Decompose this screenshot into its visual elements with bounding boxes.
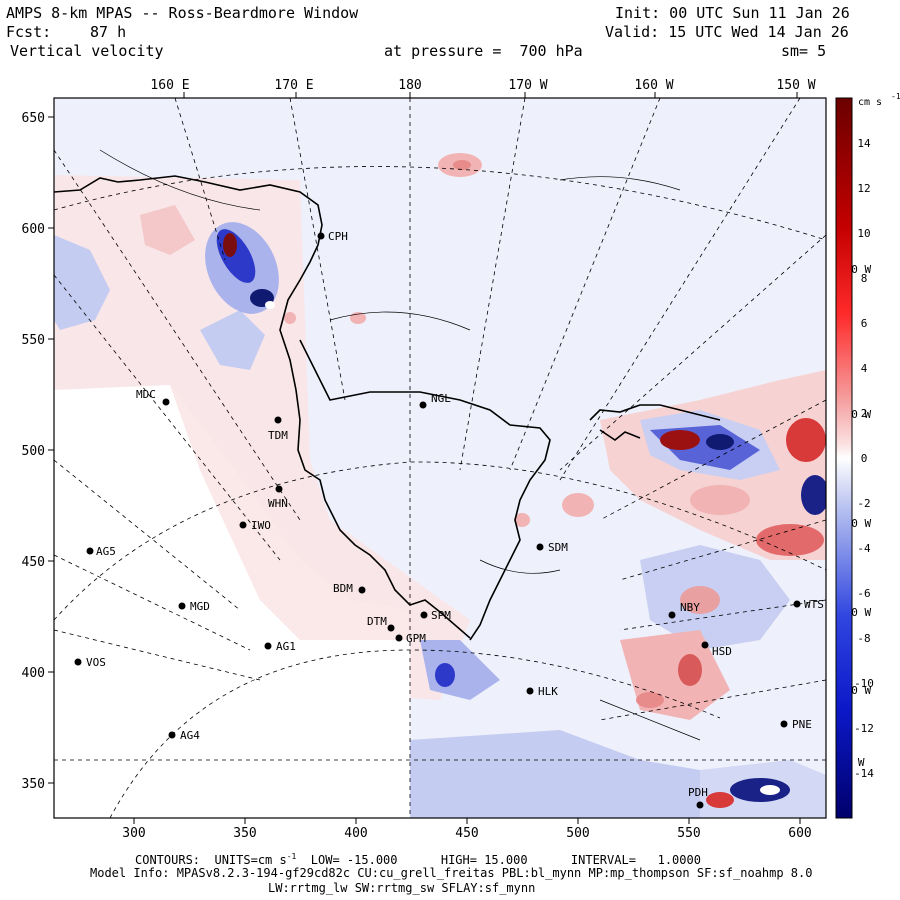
- station-label: TDM: [268, 429, 288, 442]
- pressure-level: at pressure = 700 hPa: [384, 42, 583, 60]
- contour-info: CONTOURS: UNITS=cm s-1 LOW= -15.000 HIGH…: [135, 850, 701, 867]
- contour-units: CONTOURS: UNITS=cm s: [135, 853, 287, 867]
- station-label: NGL: [431, 392, 451, 405]
- y-tick-550: 550: [22, 333, 45, 348]
- plot-title: AMPS 8-km MPAS -- Ross-Beardmore Window: [6, 4, 359, 22]
- x-tick-350: 350: [233, 826, 256, 841]
- y-tick-600: 600: [22, 222, 45, 237]
- coastline: [54, 175, 721, 641]
- station-label: SPM: [431, 609, 451, 622]
- colorbar-tick: -14: [854, 767, 874, 780]
- colorbar-tick: 0: [861, 452, 868, 465]
- y-tick-450: 450: [22, 555, 45, 570]
- x-tick-400: 400: [344, 826, 367, 841]
- station-label: WTS: [804, 598, 824, 611]
- station-label: HLK: [538, 685, 558, 698]
- colorbar-unit-exponent: -1: [891, 92, 900, 101]
- colorbar-tick: 4: [861, 362, 868, 375]
- station-label: PDH: [688, 786, 708, 799]
- colorbar-tick: -4: [857, 542, 871, 555]
- y-tick-650: 650: [22, 111, 45, 126]
- colorbar-tick: 10: [857, 227, 870, 240]
- station-label: NBY: [680, 601, 700, 614]
- model-info: Model Info: MPASv8.2.3-194-gf29cd82c CU:…: [90, 866, 813, 880]
- field-name: Vertical velocity: [10, 42, 164, 60]
- lon-label-160e: 160 E: [150, 78, 189, 93]
- physics-info: LW:rrtmg_lw SW:rrtmg_sw SFLAY:sf_mynn: [268, 881, 536, 895]
- station-label: WHN: [268, 497, 288, 510]
- station-label: DTM: [367, 615, 387, 628]
- colorbar-tick: -6: [857, 587, 870, 600]
- station-label: MDC: [136, 388, 156, 401]
- station-markers: [74, 232, 801, 809]
- station-label: MGD: [190, 600, 210, 613]
- colorbar: [835, 97, 853, 819]
- y-tick-400: 400: [22, 666, 45, 681]
- colorbar-tick: 2: [861, 407, 868, 420]
- y-tick-500: 500: [22, 444, 45, 459]
- colorbar-tick: 14: [857, 137, 871, 150]
- valid-time: Valid: 15 UTC Wed 14 Jan 26: [605, 23, 849, 41]
- station-label: IWO: [251, 519, 271, 532]
- lon-label-160w: 160 W: [634, 78, 673, 93]
- lon-label-170w: 170 W: [508, 78, 547, 93]
- init-time: Init: 00 UTC Sun 11 Jan 26: [615, 4, 850, 22]
- station-label: AG4: [180, 729, 200, 742]
- x-tick-550: 550: [677, 826, 700, 841]
- station-label: AG1: [276, 640, 296, 653]
- colorbar-unit: cm s: [858, 97, 882, 108]
- smoothing-value: sm= 5: [781, 42, 827, 60]
- station-label: HSD: [712, 645, 732, 658]
- station-label: PNE: [792, 718, 812, 731]
- x-tick-600: 600: [788, 826, 811, 841]
- colorbar-tick: 8: [861, 272, 868, 285]
- station-label: BDM: [333, 582, 353, 595]
- colorbar-tick: 12: [857, 182, 870, 195]
- station-label: VOS: [86, 656, 106, 669]
- station-label: GPM: [406, 632, 426, 645]
- station-label: SDM: [548, 541, 568, 554]
- colorbar-tick: -10: [854, 677, 874, 690]
- station-label: CPH: [328, 230, 348, 243]
- contour-range: LOW= -15.000 HIGH= 15.000 INTERVAL= 1.00…: [296, 853, 701, 867]
- colorbar-tick: -12: [854, 722, 874, 735]
- x-tick-300: 300: [122, 826, 145, 841]
- colorbar-tick: 6: [861, 317, 868, 330]
- colorbar-tick: -8: [857, 632, 870, 645]
- colorbar-tick: -2: [857, 497, 870, 510]
- y-tick-350: 350: [22, 777, 45, 792]
- lon-label-180: 180: [398, 78, 421, 93]
- forecast-hours: 87 h: [90, 23, 127, 41]
- lon-label-150w: 150 W: [776, 78, 815, 93]
- map-panel: [54, 98, 826, 818]
- lon-label-170e: 170 E: [274, 78, 313, 93]
- x-tick-450: 450: [455, 826, 478, 841]
- station-label: AG5: [96, 545, 116, 558]
- x-tick-500: 500: [566, 826, 589, 841]
- forecast-label: Fcst:: [6, 23, 52, 41]
- contour-units-exponent: -1: [286, 852, 297, 861]
